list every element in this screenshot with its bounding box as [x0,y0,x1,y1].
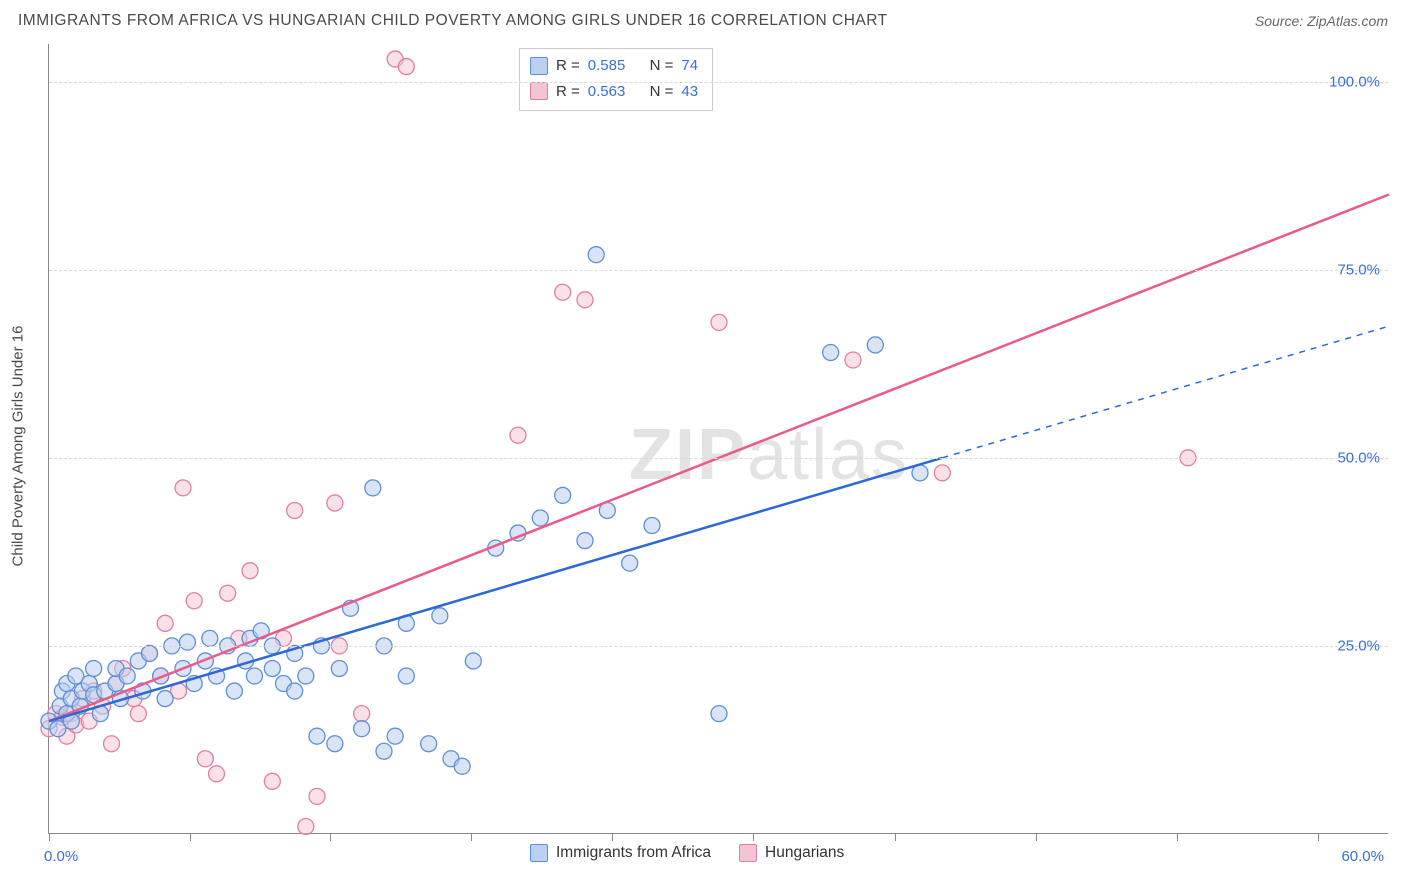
x-tick [1036,833,1037,841]
gridline [49,270,1388,271]
y-tick-label: 100.0% [1329,73,1380,90]
gridline [49,82,1388,83]
chart-title: IMMIGRANTS FROM AFRICA VS HUNGARIAN CHIL… [18,12,888,30]
legend-item-1: Immigrants from Africa [530,844,711,862]
x-tick [1318,833,1319,841]
swatch-icon [739,844,757,862]
swatch-icon [530,844,548,862]
gridline [49,646,1388,647]
x-tick [190,833,191,841]
legend-row-series1: R = 0.585 N = 74 [530,53,698,79]
n-value-1: 74 [681,53,698,79]
y-tick-label: 25.0% [1337,637,1380,654]
correlation-legend: R = 0.585 N = 74 R = 0.563 N = 43 [519,48,713,111]
gridline [49,458,1388,459]
x-tick [753,833,754,841]
scatter-plot-svg [49,44,1388,833]
chart-plot-area: ZIPatlas R = 0.585 N = 74 R = 0.563 N = … [48,44,1388,834]
y-tick-label: 50.0% [1337,449,1380,466]
x-tick [471,833,472,841]
x-tick [1177,833,1178,841]
y-tick-label: 75.0% [1337,261,1380,278]
x-tick [330,833,331,841]
source-attribution: Source: ZipAtlas.com [1255,13,1388,29]
legend-item-2: Hungarians [739,844,844,862]
x-label-max: 60.0% [1341,848,1384,865]
r-value-1: 0.585 [588,53,626,79]
y-axis-label: Child Poverty Among Girls Under 16 [10,326,27,567]
x-label-min: 0.0% [44,848,78,865]
x-tick [895,833,896,841]
swatch-series2 [530,82,548,100]
series-legend: Immigrants from Africa Hungarians [530,844,844,862]
x-tick [49,833,50,841]
x-tick [612,833,613,841]
swatch-series1 [530,57,548,75]
